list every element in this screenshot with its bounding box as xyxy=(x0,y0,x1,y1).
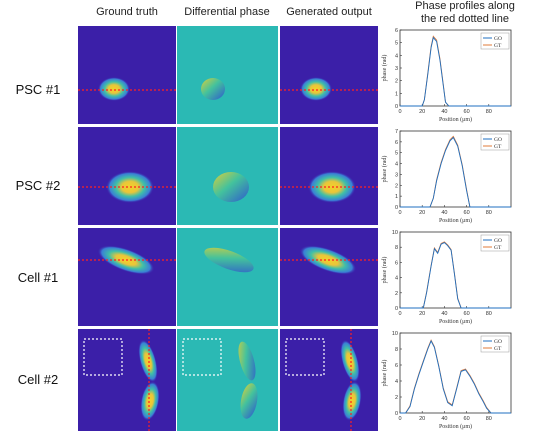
phase-profile-plot-psc2: 0 1 2 3 4 5 6 7 0 20 40 60 80 Position (μm) phase (rad… xyxy=(380,127,515,225)
y-tick-label: 2 xyxy=(395,183,398,189)
legend-label-gt: GT xyxy=(494,144,502,150)
x-tick-label: 80 xyxy=(486,311,492,317)
series-line-go xyxy=(400,36,511,107)
image-dp-psc1 xyxy=(177,26,278,124)
x-axis-label: Position (μm) xyxy=(439,217,472,224)
x-tick-label: 20 xyxy=(419,109,425,115)
y-tick-label: 4 xyxy=(395,276,398,282)
y-tick-label: 7 xyxy=(395,129,398,135)
image-gt-psc1 xyxy=(78,26,176,124)
y-tick-label: 10 xyxy=(392,331,398,337)
y-tick-label: 10 xyxy=(392,230,398,236)
y-tick-label: 1 xyxy=(395,91,398,97)
image-go-psc2 xyxy=(280,127,378,225)
y-tick-label: 6 xyxy=(395,363,398,369)
legend-label-go: GO xyxy=(494,137,502,143)
phase-profile-plot-cell1: 0 2 4 6 8 10 0 20 40 60 80 Position (μm) phase (rad)… xyxy=(380,228,515,326)
legend-label-gt: GT xyxy=(494,346,502,352)
x-axis-label: Position (μm) xyxy=(439,116,472,123)
image-gt-psc2 xyxy=(78,127,176,225)
image-dp-cell2 xyxy=(177,329,278,431)
y-tick-label: 6 xyxy=(395,140,398,146)
phase-profile-chart-psc2: 0 1 2 3 4 5 6 7 0 20 40 60 80 Position (μm) phase (rad… xyxy=(381,129,512,224)
y-tick-label: 4 xyxy=(395,53,398,59)
x-tick-label: 0 xyxy=(398,210,401,216)
x-tick-label: 0 xyxy=(398,416,401,422)
series-line-go xyxy=(400,339,511,414)
image-go-cell1 xyxy=(280,228,378,326)
x-tick-label: 80 xyxy=(486,109,492,115)
y-axis-label: phase (rad) xyxy=(381,55,388,82)
legend-label-go: GO xyxy=(494,238,502,244)
y-tick-label: 0 xyxy=(395,411,398,417)
y-tick-label: 2 xyxy=(395,79,398,85)
image-go-cell2 xyxy=(280,329,378,431)
image-gt-cell1 xyxy=(78,228,176,326)
header-phase-profiles-line1: Phase profiles along xyxy=(415,0,515,12)
phase-profile-plot-cell2: 0 2 4 6 8 10 0 20 40 60 80 Position (μm) phase (rad)… xyxy=(380,329,515,431)
legend-label-go: GO xyxy=(494,36,502,42)
y-tick-label: 5 xyxy=(395,151,398,157)
x-axis-label: Position (μm) xyxy=(439,318,472,325)
y-tick-label: 6 xyxy=(395,28,398,34)
y-tick-label: 4 xyxy=(395,379,398,385)
y-axis-label: phase (rad) xyxy=(381,156,388,183)
image-go-psc1 xyxy=(280,26,378,124)
x-tick-label: 20 xyxy=(419,210,425,216)
image-dp-psc2 xyxy=(177,127,278,225)
y-tick-label: 3 xyxy=(395,66,398,72)
x-axis-label: Position (μm) xyxy=(439,423,472,430)
x-tick-label: 80 xyxy=(486,210,492,216)
x-tick-label: 0 xyxy=(398,109,401,115)
x-tick-label: 80 xyxy=(486,416,492,422)
x-tick-label: 20 xyxy=(419,416,425,422)
x-tick-label: 0 xyxy=(398,311,401,317)
y-tick-label: 3 xyxy=(395,172,398,178)
x-tick-label: 40 xyxy=(441,416,447,422)
image-dp-cell1 xyxy=(177,228,278,326)
header-ground-truth: Ground truth xyxy=(96,6,158,18)
x-tick-label: 20 xyxy=(419,311,425,317)
phase-profile-plot-psc1: 0 1 2 3 4 5 6 0 20 40 60 80 Position (μm) phase (rad)… xyxy=(380,26,515,124)
header-generated-output: Generated output xyxy=(286,6,372,18)
x-tick-label: 40 xyxy=(441,109,447,115)
phase-profile-chart-cell1: 0 2 4 6 8 10 0 20 40 60 80 Position (μm) phase (rad)… xyxy=(381,230,512,325)
row-label-cell2: Cell #2 xyxy=(17,372,59,387)
row-label-cell1: Cell #1 xyxy=(17,270,59,285)
y-tick-label: 4 xyxy=(395,162,398,168)
y-tick-label: 2 xyxy=(395,291,398,297)
y-tick-label: 5 xyxy=(395,41,398,47)
header-differential-phase: Differential phase xyxy=(184,6,270,18)
x-tick-label: 60 xyxy=(464,311,470,317)
x-tick-label: 60 xyxy=(464,109,470,115)
y-tick-label: 6 xyxy=(395,260,398,266)
y-tick-label: 1 xyxy=(395,194,398,200)
legend-label-gt: GT xyxy=(494,43,502,49)
x-tick-label: 40 xyxy=(441,311,447,317)
legend-label-gt: GT xyxy=(494,245,502,251)
x-tick-label: 40 xyxy=(441,210,447,216)
header-phase-profiles: Phase profiles along the red dotted line xyxy=(395,0,535,26)
series-line-go xyxy=(400,242,511,309)
phase-profile-chart-cell2: 0 2 4 6 8 10 0 20 40 60 80 Position (μm) phase (rad)… xyxy=(381,331,512,430)
x-tick-label: 60 xyxy=(464,416,470,422)
y-tick-label: 0 xyxy=(395,104,398,110)
y-tick-label: 0 xyxy=(395,205,398,211)
row-label-psc1: PSC #1 xyxy=(15,82,61,97)
y-tick-label: 8 xyxy=(395,245,398,251)
y-axis-label: phase (rad) xyxy=(381,257,388,284)
header-phase-profiles-line2: the red dotted line xyxy=(420,13,510,25)
series-line-go xyxy=(400,136,511,208)
y-tick-label: 2 xyxy=(395,395,398,401)
legend-label-go: GO xyxy=(494,339,502,345)
y-tick-label: 8 xyxy=(395,347,398,353)
row-label-psc2: PSC #2 xyxy=(15,178,61,193)
image-gt-cell2 xyxy=(78,329,176,431)
x-tick-label: 60 xyxy=(464,210,470,216)
y-axis-label: phase (rad) xyxy=(381,360,388,387)
y-tick-label: 0 xyxy=(395,306,398,312)
